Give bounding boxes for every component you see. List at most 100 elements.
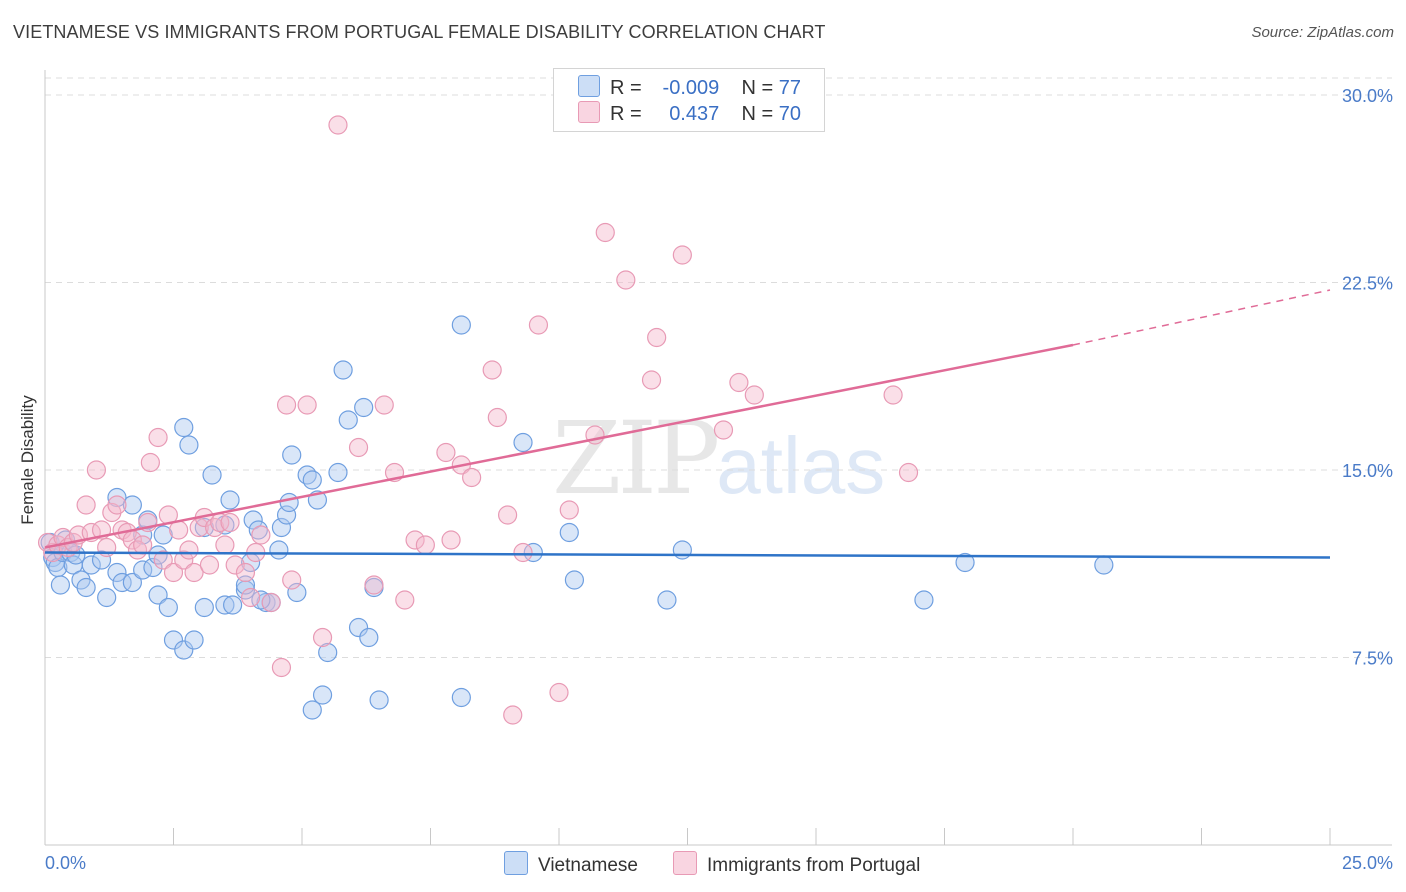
point-vietnamese	[122, 572, 142, 593]
point-portugal	[225, 555, 245, 575]
point-portugal	[883, 385, 903, 405]
portugal-legend-label: Immigrants from Portugal	[707, 855, 921, 876]
y-tick-label: 7.5%	[1352, 649, 1393, 669]
point-vietnamese	[76, 577, 96, 598]
point-vietnamese	[220, 490, 240, 510]
point-vietnamese	[179, 435, 199, 455]
n-label: N =	[741, 77, 774, 99]
point-vietnamese	[81, 555, 101, 575]
point-vietnamese	[523, 542, 543, 563]
trendline-vietnamese	[44, 551, 1331, 559]
point-portugal	[174, 550, 194, 570]
point-portugal	[215, 535, 235, 555]
point-portugal	[241, 587, 261, 608]
point-vietnamese	[174, 417, 194, 438]
portugal-swatch	[578, 101, 600, 123]
point-vietnamese	[282, 445, 302, 465]
point-portugal	[528, 315, 549, 335]
point-vietnamese	[657, 590, 677, 610]
point-vietnamese	[269, 540, 289, 560]
point-portugal	[641, 370, 662, 390]
point-portugal	[86, 460, 107, 480]
point-vietnamese	[348, 617, 369, 638]
n-value: 77	[778, 77, 801, 99]
point-portugal	[133, 535, 153, 555]
x-tick-label: 25.0%	[1342, 853, 1393, 873]
point-vietnamese	[672, 540, 692, 560]
n-label: N =	[741, 103, 774, 125]
point-vietnamese	[122, 495, 142, 515]
r-value: -0.009	[662, 77, 720, 99]
point-vietnamese	[318, 642, 338, 663]
point-vietnamese	[50, 575, 71, 595]
point-portugal	[169, 520, 189, 540]
point-vietnamese	[271, 517, 292, 538]
point-portugal	[235, 562, 256, 583]
y-tick-label: 22.5%	[1342, 274, 1393, 294]
point-portugal	[199, 555, 220, 575]
point-portugal	[395, 590, 415, 610]
point-portugal	[297, 395, 317, 415]
legend-item-portugal: Immigrants from Portugal	[673, 851, 920, 877]
r-value: 0.437	[669, 103, 720, 125]
point-portugal	[549, 682, 569, 703]
point-portugal	[462, 467, 482, 488]
point-portugal	[374, 395, 394, 415]
point-portugal	[405, 530, 425, 550]
point-vietnamese	[158, 597, 178, 618]
r-label: R =	[610, 103, 642, 125]
point-portugal	[364, 575, 384, 595]
point-portugal	[107, 495, 127, 515]
point-portugal	[441, 530, 461, 550]
stats-legend: R = -0.009 N = 77 R = 0.437 N = 70	[553, 68, 825, 132]
point-vietnamese	[302, 470, 322, 490]
point-vietnamese	[359, 627, 379, 648]
legend-item-vietnamese: Vietnamese	[504, 851, 638, 877]
trendline-portugal-extension	[1072, 289, 1331, 346]
point-portugal	[744, 385, 764, 405]
point-vietnamese	[107, 562, 127, 583]
point-portugal	[184, 562, 204, 583]
point-portugal	[276, 395, 297, 415]
point-portugal	[616, 270, 636, 290]
point-portugal	[672, 245, 692, 265]
point-portugal	[348, 437, 369, 458]
point-portugal	[251, 525, 271, 545]
point-portugal	[436, 442, 456, 463]
point-vietnamese	[328, 462, 348, 483]
point-vietnamese	[97, 587, 117, 608]
point-vietnamese	[202, 465, 222, 485]
point-vietnamese	[338, 410, 358, 430]
point-portugal	[559, 500, 579, 520]
point-vietnamese	[194, 517, 214, 538]
point-vietnamese	[276, 505, 297, 525]
point-vietnamese	[215, 595, 235, 615]
point-portugal	[898, 462, 919, 483]
point-vietnamese	[287, 582, 307, 603]
point-portugal	[220, 512, 240, 533]
point-portugal	[595, 222, 615, 243]
point-portugal	[487, 407, 507, 428]
point-vietnamese	[312, 685, 333, 705]
y-tick-label: 30.0%	[1342, 86, 1393, 106]
point-portugal	[140, 452, 160, 473]
point-vietnamese	[955, 552, 975, 573]
point-portugal	[713, 420, 734, 440]
point-vietnamese	[223, 595, 243, 615]
point-vietnamese	[163, 630, 184, 650]
point-portugal	[271, 657, 292, 678]
point-vietnamese	[153, 525, 173, 545]
point-vietnamese	[133, 525, 153, 545]
point-vietnamese	[564, 570, 585, 590]
chart-title: VIETNAMESE VS IMMIGRANTS FROM PORTUGAL F…	[13, 22, 826, 42]
point-vietnamese	[914, 590, 934, 610]
point-portugal	[415, 535, 435, 555]
n-value: 70	[778, 103, 801, 125]
point-vietnamese	[354, 397, 374, 418]
point-portugal	[282, 570, 302, 590]
point-portugal	[498, 505, 518, 525]
point-vietnamese	[174, 640, 194, 660]
point-portugal	[153, 550, 173, 570]
point-vietnamese	[107, 487, 127, 508]
